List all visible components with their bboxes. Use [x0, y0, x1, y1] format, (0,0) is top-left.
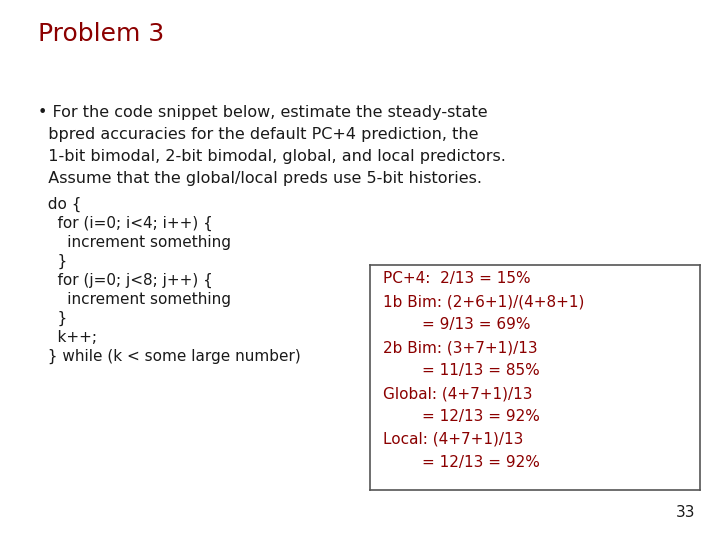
- Text: for (i=0; i<4; i++) {: for (i=0; i<4; i++) {: [38, 216, 213, 231]
- Text: • For the code snippet below, estimate the steady-state: • For the code snippet below, estimate t…: [38, 105, 487, 120]
- Text: 2b Bim: (3+7+1)/13: 2b Bim: (3+7+1)/13: [383, 340, 538, 355]
- Text: }: }: [38, 311, 67, 326]
- Text: 33: 33: [675, 505, 695, 520]
- Text: bpred accuracies for the default PC+4 prediction, the: bpred accuracies for the default PC+4 pr…: [38, 127, 479, 142]
- Text: = 11/13 = 85%: = 11/13 = 85%: [383, 363, 540, 378]
- Text: Problem 3: Problem 3: [38, 22, 164, 46]
- Text: = 12/13 = 92%: = 12/13 = 92%: [383, 409, 540, 424]
- Text: 1b Bim: (2+6+1)/(4+8+1): 1b Bim: (2+6+1)/(4+8+1): [383, 294, 585, 309]
- Text: increment something: increment something: [38, 292, 231, 307]
- Text: Global: (4+7+1)/13: Global: (4+7+1)/13: [383, 386, 533, 401]
- Text: = 12/13 = 92%: = 12/13 = 92%: [383, 455, 540, 470]
- Text: Assume that the global/local preds use 5-bit histories.: Assume that the global/local preds use 5…: [38, 171, 482, 186]
- Text: } while (k < some large number): } while (k < some large number): [38, 349, 301, 364]
- Text: = 9/13 = 69%: = 9/13 = 69%: [383, 317, 531, 332]
- Text: }: }: [38, 254, 67, 269]
- Text: k++;: k++;: [38, 330, 97, 345]
- Text: Local: (4+7+1)/13: Local: (4+7+1)/13: [383, 432, 523, 447]
- Text: 1-bit bimodal, 2-bit bimodal, global, and local predictors.: 1-bit bimodal, 2-bit bimodal, global, an…: [38, 149, 506, 164]
- Text: for (j=0; j<8; j++) {: for (j=0; j<8; j++) {: [38, 273, 213, 288]
- Text: increment something: increment something: [38, 235, 231, 250]
- Text: PC+4:  2/13 = 15%: PC+4: 2/13 = 15%: [383, 271, 531, 286]
- Text: do {: do {: [38, 197, 81, 212]
